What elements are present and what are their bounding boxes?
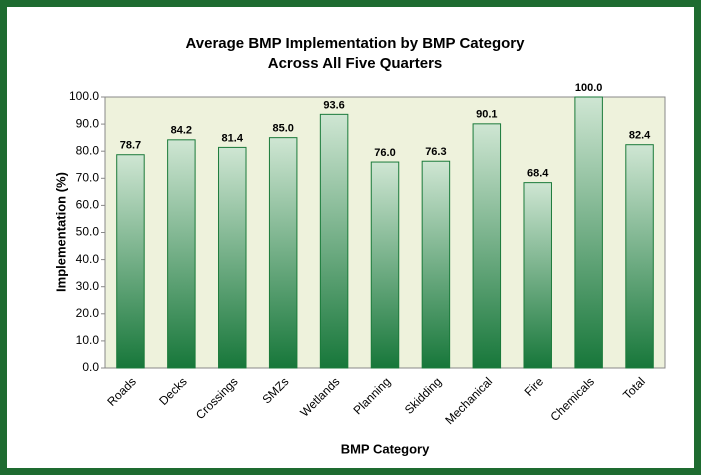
y-tick-label: 100.0 xyxy=(69,89,99,103)
y-tick-label: 30.0 xyxy=(76,279,100,293)
bar xyxy=(472,123,502,369)
bar xyxy=(421,160,451,369)
value-label: 85.0 xyxy=(272,123,293,135)
y-axis-title: Implementation (%) xyxy=(53,172,68,292)
value-label: 84.2 xyxy=(171,125,192,137)
y-tick-label: 90.0 xyxy=(76,116,100,130)
value-label: 76.0 xyxy=(374,147,395,159)
value-label: 93.6 xyxy=(323,99,344,111)
y-tick-label: 70.0 xyxy=(76,170,100,184)
x-axis-title: BMP Category xyxy=(341,441,430,456)
bar xyxy=(370,161,400,369)
y-tick-label: 20.0 xyxy=(76,306,100,320)
y-tick-label: 80.0 xyxy=(76,143,100,157)
y-tick-label: 50.0 xyxy=(76,225,100,239)
value-label: 76.3 xyxy=(425,146,446,158)
bar xyxy=(218,146,247,369)
chart-title: Across All Five Quarters xyxy=(268,55,443,72)
bar xyxy=(574,96,603,369)
value-label: 68.4 xyxy=(527,168,549,180)
bar xyxy=(319,113,349,369)
y-tick-label: 40.0 xyxy=(76,252,100,266)
bar xyxy=(167,139,196,369)
bar xyxy=(116,154,145,369)
bar xyxy=(268,137,298,369)
value-label: 82.4 xyxy=(629,130,651,142)
value-label: 100.0 xyxy=(575,82,603,94)
value-label: 78.7 xyxy=(120,140,141,152)
y-tick-label: 0.0 xyxy=(82,360,99,374)
y-tick-label: 10.0 xyxy=(76,333,100,347)
value-label: 90.1 xyxy=(476,109,497,121)
bar xyxy=(523,182,552,369)
y-tick-label: 60.0 xyxy=(76,198,100,212)
value-label: 81.4 xyxy=(222,132,244,144)
bar xyxy=(625,144,654,369)
chart-title: Average BMP Implementation by BMP Catego… xyxy=(186,35,526,52)
